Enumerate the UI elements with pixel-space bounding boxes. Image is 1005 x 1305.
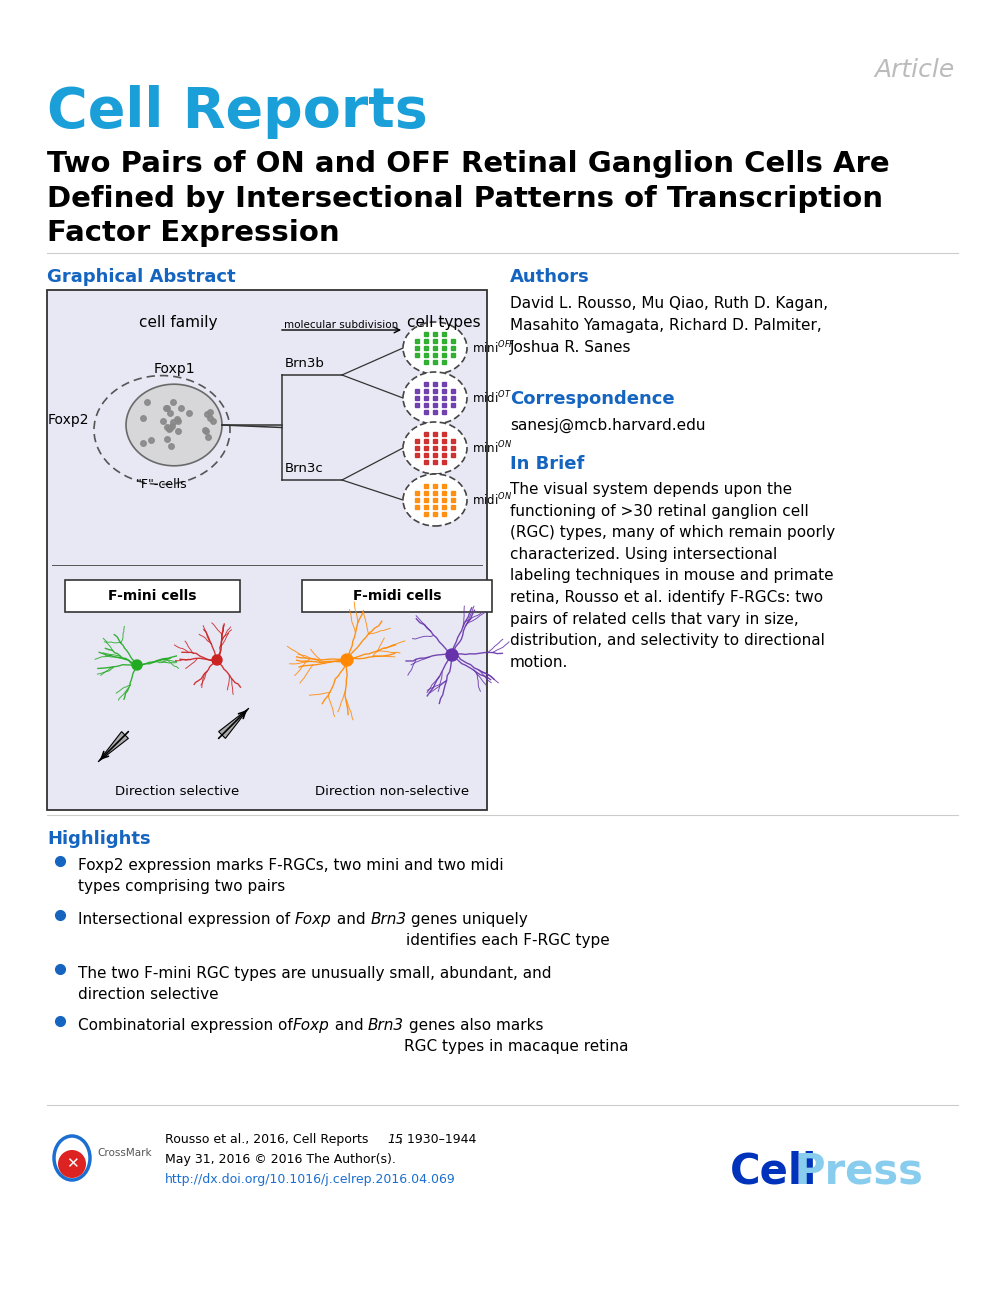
Circle shape: [132, 660, 142, 669]
Text: Foxp2: Foxp2: [47, 412, 89, 427]
FancyBboxPatch shape: [47, 290, 487, 810]
Text: Direction selective: Direction selective: [115, 786, 239, 797]
Circle shape: [341, 654, 353, 666]
Text: F-mini cells: F-mini cells: [109, 589, 197, 603]
Text: mini$^{ON}$: mini$^{ON}$: [472, 440, 512, 457]
Text: cell family: cell family: [139, 315, 217, 330]
Text: The two F-mini RGC types are unusually small, abundant, and
direction selective: The two F-mini RGC types are unusually s…: [78, 966, 552, 1002]
Text: Foxp: Foxp: [292, 1018, 330, 1034]
Text: molecular subdivision: molecular subdivision: [284, 320, 398, 330]
Text: Cell: Cell: [730, 1150, 817, 1191]
Text: Foxp: Foxp: [295, 912, 332, 927]
Text: Brn3c: Brn3c: [285, 462, 324, 475]
Text: sanesj@mcb.harvard.edu: sanesj@mcb.harvard.edu: [510, 418, 706, 433]
Text: Press: Press: [794, 1150, 923, 1191]
Text: Direction non-selective: Direction non-selective: [315, 786, 469, 797]
Text: Combinatorial expression of: Combinatorial expression of: [78, 1018, 292, 1034]
Text: mini$^{OFF}$: mini$^{OFF}$: [472, 339, 516, 356]
Polygon shape: [219, 709, 249, 739]
Text: Highlights: Highlights: [47, 830, 151, 848]
Polygon shape: [98, 732, 129, 762]
Text: Article: Article: [874, 57, 955, 82]
Text: genes uniquely
identifies each F-RGC type: genes uniquely identifies each F-RGC typ…: [406, 912, 610, 947]
Text: Two Pairs of ON and OFF Retinal Ganglion Cells Are
Defined by Intersectional Pat: Two Pairs of ON and OFF Retinal Ganglion…: [47, 150, 889, 247]
Text: May 31, 2016 © 2016 The Author(s).: May 31, 2016 © 2016 The Author(s).: [165, 1154, 396, 1165]
Text: Brn3: Brn3: [368, 1018, 404, 1034]
Ellipse shape: [403, 322, 467, 375]
Text: midi$^{ON}$: midi$^{ON}$: [472, 492, 512, 509]
Ellipse shape: [403, 474, 467, 526]
Text: F-midi cells: F-midi cells: [353, 589, 441, 603]
Text: 15: 15: [387, 1133, 403, 1146]
Text: ✕: ✕: [65, 1156, 78, 1172]
Text: and: and: [332, 912, 370, 927]
Ellipse shape: [403, 372, 467, 424]
Text: Brn3: Brn3: [370, 912, 406, 927]
Ellipse shape: [58, 1150, 86, 1178]
Circle shape: [446, 649, 458, 662]
Text: Cell Reports: Cell Reports: [47, 85, 428, 140]
Text: The visual system depends upon the
functioning of >30 retinal ganglion cell
(RGC: The visual system depends upon the funct…: [510, 482, 835, 669]
Ellipse shape: [54, 1135, 90, 1180]
Circle shape: [212, 655, 222, 666]
FancyBboxPatch shape: [302, 579, 492, 612]
Text: "F"-cells: "F"-cells: [137, 478, 188, 491]
Text: , 1930–1944: , 1930–1944: [399, 1133, 476, 1146]
Text: cell types: cell types: [407, 315, 480, 330]
Text: CrossMark: CrossMark: [97, 1148, 152, 1158]
Text: In Brief: In Brief: [510, 455, 584, 472]
Text: genes also marks
RGC types in macaque retina: genes also marks RGC types in macaque re…: [404, 1018, 628, 1054]
Ellipse shape: [403, 422, 467, 474]
Text: Foxp2 expression marks F-RGCs, two mini and two midi
types comprising two pairs: Foxp2 expression marks F-RGCs, two mini …: [78, 857, 504, 894]
FancyBboxPatch shape: [65, 579, 240, 612]
Text: Graphical Abstract: Graphical Abstract: [47, 268, 235, 286]
Text: Correspondence: Correspondence: [510, 390, 674, 408]
Text: and: and: [330, 1018, 368, 1034]
Ellipse shape: [126, 384, 222, 466]
Text: Foxp1: Foxp1: [153, 363, 195, 376]
Text: http://dx.doi.org/10.1016/j.celrep.2016.04.069: http://dx.doi.org/10.1016/j.celrep.2016.…: [165, 1173, 455, 1186]
Text: Intersectional expression of: Intersectional expression of: [78, 912, 295, 927]
Text: Rousso et al., 2016, Cell Reports: Rousso et al., 2016, Cell Reports: [165, 1133, 373, 1146]
Text: Authors: Authors: [510, 268, 590, 286]
Text: David L. Rousso, Mu Qiao, Ruth D. Kagan,
Masahito Yamagata, Richard D. Palmiter,: David L. Rousso, Mu Qiao, Ruth D. Kagan,…: [510, 296, 828, 355]
Text: Brn3b: Brn3b: [285, 358, 325, 371]
Text: midi$^{OT}$: midi$^{OT}$: [472, 390, 512, 406]
